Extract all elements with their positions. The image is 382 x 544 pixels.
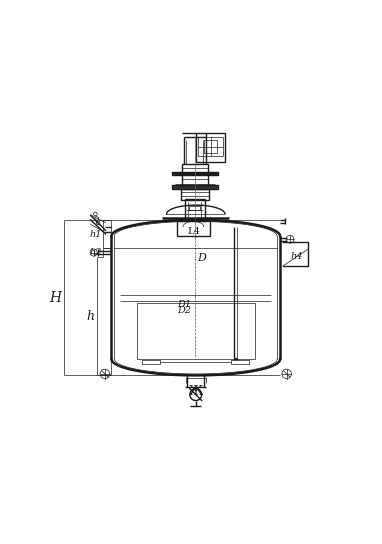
Text: h1: h1 (90, 230, 102, 238)
Text: D: D (197, 254, 206, 263)
Bar (204, 140, 217, 153)
Bar (196, 133, 225, 162)
Bar (137, 303, 255, 359)
Bar (142, 360, 160, 363)
Text: D2: D2 (177, 306, 191, 314)
Text: L4: L4 (187, 227, 200, 236)
Bar (182, 164, 208, 174)
Bar (172, 185, 218, 189)
Bar (231, 360, 249, 363)
Bar (189, 206, 200, 211)
Bar (177, 221, 210, 236)
Text: D1: D1 (177, 300, 191, 308)
Text: h: h (86, 310, 94, 323)
Text: Ж: Ж (189, 385, 203, 398)
Text: H: H (50, 290, 62, 305)
Bar (182, 174, 208, 185)
Bar (198, 137, 223, 156)
Text: h4: h4 (291, 252, 303, 261)
Text: h2: h2 (90, 248, 102, 257)
Bar (181, 189, 209, 200)
Bar (172, 172, 218, 175)
